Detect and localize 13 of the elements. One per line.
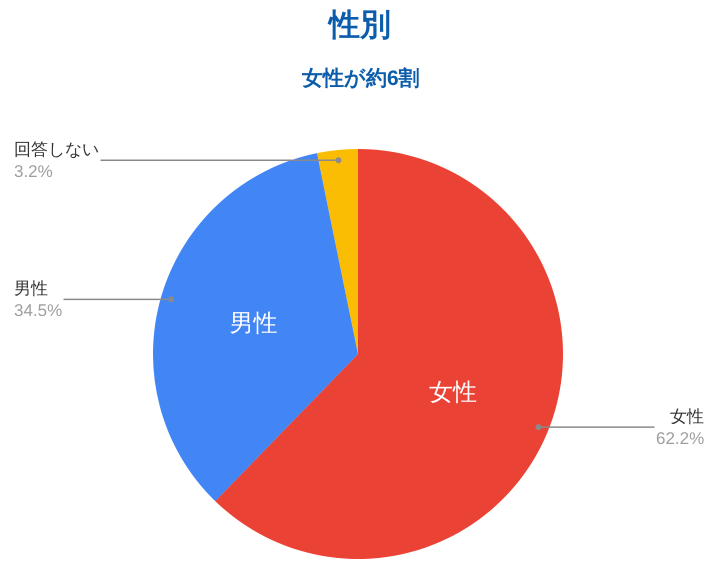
slice-label: 男性 [14,279,48,298]
chart-subtitle: 女性が約6割 [301,66,420,90]
slice-label: 男性 [230,310,278,337]
pie-slice [215,149,563,559]
slice-label: 女性 [670,407,704,426]
slice-label: 女性 [428,379,477,406]
data-label: 3.2% [14,162,53,182]
slice-label: 回答しない [14,140,99,159]
data-label: 34.5% [14,301,62,320]
data-label: 62.2% [656,429,704,448]
chart-title: 性別 [327,6,391,42]
pie-slice [153,153,358,502]
pie-slice [317,149,358,354]
